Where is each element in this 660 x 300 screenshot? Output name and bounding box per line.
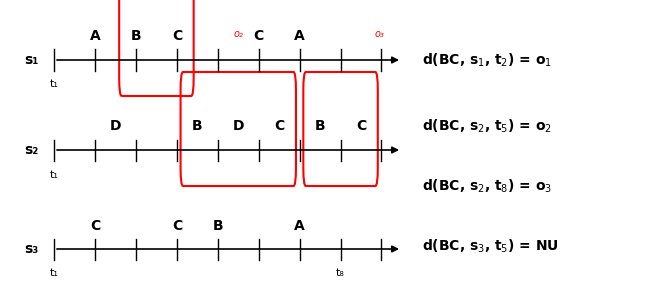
Text: C: C (90, 218, 100, 233)
Text: s₃: s₃ (24, 242, 39, 256)
Text: B: B (213, 218, 223, 233)
Text: A: A (294, 29, 305, 44)
Text: D: D (110, 119, 121, 134)
Text: C: C (172, 218, 182, 233)
Text: C: C (172, 29, 182, 44)
Text: D: D (232, 119, 244, 134)
Text: d(BC, s$_2$, t$_8$) = o$_3$: d(BC, s$_2$, t$_8$) = o$_3$ (422, 177, 552, 195)
Text: A: A (90, 29, 100, 44)
Text: o₃: o₃ (374, 29, 384, 39)
Text: B: B (315, 119, 325, 134)
Text: t₁: t₁ (50, 80, 59, 89)
Text: t₁: t₁ (50, 268, 59, 278)
Text: C: C (253, 29, 264, 44)
Text: B: B (131, 29, 141, 44)
Text: B: B (192, 119, 203, 134)
Text: t₁: t₁ (50, 169, 59, 179)
Text: C: C (356, 119, 366, 134)
Text: s₂: s₂ (24, 143, 39, 157)
Text: s₁: s₁ (24, 53, 39, 67)
Text: t₈: t₈ (336, 268, 345, 278)
Text: A: A (294, 218, 305, 233)
Text: C: C (274, 119, 284, 134)
Text: d(BC, s$_1$, t$_2$) = o$_1$: d(BC, s$_1$, t$_2$) = o$_1$ (422, 51, 552, 69)
Text: o₂: o₂ (234, 29, 243, 39)
Text: d(BC, s$_3$, t$_5$) = NU: d(BC, s$_3$, t$_5$) = NU (422, 237, 558, 255)
Text: d(BC, s$_2$, t$_5$) = o$_2$: d(BC, s$_2$, t$_5$) = o$_2$ (422, 117, 552, 135)
